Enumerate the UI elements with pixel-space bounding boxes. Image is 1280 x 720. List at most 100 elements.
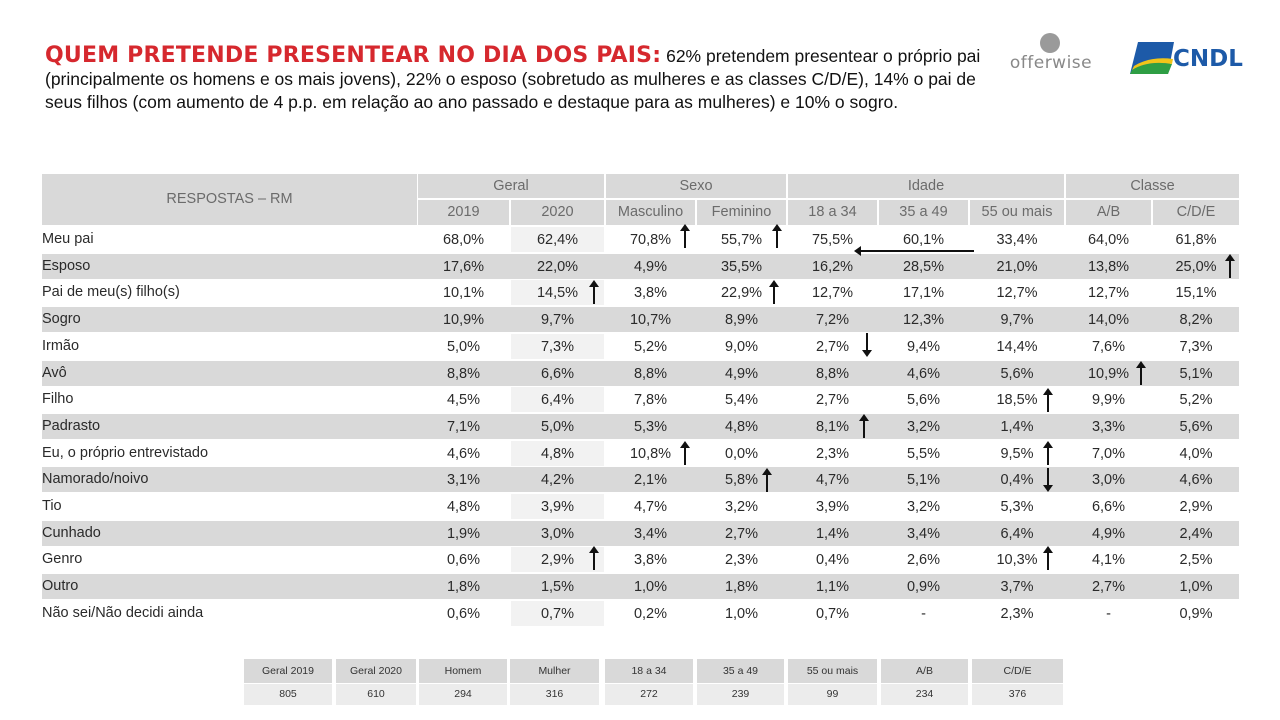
row-label: Esposo xyxy=(42,257,91,274)
table-cell: 0,4% xyxy=(815,552,850,569)
highlight-cell xyxy=(511,494,604,519)
highlight-cell xyxy=(511,227,604,252)
table-cell: 6,4% xyxy=(1000,525,1034,542)
base-value: 610 xyxy=(367,688,385,700)
row-label: Meu pai xyxy=(42,231,94,247)
arrow-up-icon xyxy=(589,546,599,570)
table-cell: 14,0% xyxy=(1087,312,1130,329)
table-cell: 4,1% xyxy=(1091,552,1126,569)
cndl-mark-icon xyxy=(1130,42,1174,74)
table-cell: 22,9% xyxy=(720,285,763,302)
table-cell: 0,9% xyxy=(906,579,941,596)
table-cell: 2,4% xyxy=(1179,525,1213,542)
table-cell: 1,4% xyxy=(815,525,850,542)
table-cell: 75,5% xyxy=(811,232,854,248)
table-cell: 0,6% xyxy=(446,552,481,569)
table-cell: 3,7% xyxy=(1000,579,1034,596)
table-cell: 4,9% xyxy=(724,365,759,382)
table-cell: 1,8% xyxy=(724,579,759,596)
table-cell: 1,9% xyxy=(446,525,481,542)
table-cell: 2,3% xyxy=(724,552,759,569)
table-cell: 9,0% xyxy=(724,338,759,355)
base-label: 55 ou mais xyxy=(806,665,859,677)
table-cell: 8,1% xyxy=(815,418,850,435)
table-cell: 1,0% xyxy=(633,579,668,596)
base-value: 805 xyxy=(279,688,297,700)
group-header: Classe xyxy=(1066,174,1239,198)
table-cell: 9,5% xyxy=(1000,445,1034,462)
cndl-logo: CNDL xyxy=(1128,40,1244,80)
arrow-left-icon xyxy=(854,246,974,256)
table-cell: 5,2% xyxy=(633,338,668,355)
base-header-bg xyxy=(881,659,968,683)
row-label: Não sei/Não decidi ainda xyxy=(42,604,204,621)
table-cell: 3,0% xyxy=(540,525,575,542)
table-cell: 5,5% xyxy=(906,445,941,462)
table-cell: 2,7% xyxy=(1091,579,1126,596)
table-cell: 7,3% xyxy=(1179,338,1213,355)
base-header-bg xyxy=(336,659,416,683)
table-cell: 8,2% xyxy=(1179,312,1213,329)
table-cell: 3,0% xyxy=(1091,472,1126,489)
arrow-up-icon xyxy=(1225,254,1235,278)
table-cell: 4,0% xyxy=(1179,445,1213,462)
table-cell: 8,8% xyxy=(815,365,850,382)
row-label: Eu, o próprio entrevistado xyxy=(42,444,209,461)
table-cell: 64,0% xyxy=(1087,232,1130,248)
row-stripe xyxy=(42,307,1239,333)
row-label: Pai de meu(s) filho(s) xyxy=(42,284,180,301)
base-value: 99 xyxy=(826,688,839,700)
table-cell: 14,4% xyxy=(996,338,1038,355)
column-header: 2020 xyxy=(511,200,604,225)
row-label: Namorado/noivo xyxy=(42,471,149,488)
table-cell: 55,7% xyxy=(720,232,763,248)
table-cell: 9,7% xyxy=(540,312,575,329)
table-cell: 1,8% xyxy=(446,579,481,596)
base-label: Mulher xyxy=(538,665,571,677)
table-cell: 3,8% xyxy=(633,552,668,569)
table-cell: 6,6% xyxy=(1091,499,1126,515)
table-cell: 61,8% xyxy=(1175,232,1217,248)
row-label: Outro xyxy=(42,578,79,595)
base-header-bg xyxy=(419,659,507,683)
row-label: Avô xyxy=(42,364,67,381)
page-title: QUEM PRETENDE PRESENTEAR NO DIA DOS PAIS… xyxy=(45,44,985,114)
table-cell: 6,6% xyxy=(540,365,575,382)
table-cell: 2,6% xyxy=(906,552,941,569)
table-cell: 3,1% xyxy=(446,472,481,489)
table-cell: 5,4% xyxy=(724,392,759,409)
table-cell: 5,3% xyxy=(1000,499,1034,515)
row-label: Tio xyxy=(42,498,62,514)
table-cell: 3,8% xyxy=(633,285,668,302)
table-cell: 2,9% xyxy=(540,552,575,569)
table-cell: 5,6% xyxy=(906,392,941,409)
table-cell: 2,1% xyxy=(633,472,668,489)
arrow-up-icon xyxy=(680,224,690,248)
arrow-up-icon xyxy=(769,280,779,304)
table-cell: 62,4% xyxy=(536,232,579,248)
corner-header: RESPOSTAS – RM xyxy=(42,174,417,225)
title-highlight: QUEM PRETENDE PRESENTEAR NO DIA DOS PAIS… xyxy=(45,43,662,68)
table-cell: 0,9% xyxy=(1179,605,1213,622)
table-cell: 1,1% xyxy=(815,579,850,596)
group-header: Idade xyxy=(788,174,1064,198)
group-header: Sexo xyxy=(606,174,786,198)
table-cell: 1,0% xyxy=(724,605,759,622)
table-cell: 4,9% xyxy=(633,258,668,275)
arrow-up-icon xyxy=(1043,441,1053,465)
table-cell: 3,2% xyxy=(906,418,941,435)
base-header-bg xyxy=(244,659,332,683)
base-value-bg xyxy=(419,684,507,705)
table-cell: 1,0% xyxy=(1179,579,1213,596)
table-cell: 8,9% xyxy=(724,312,759,329)
base-value-bg xyxy=(881,684,968,705)
base-value: 234 xyxy=(915,688,934,700)
base-header-bg xyxy=(788,659,877,683)
table-cell: 4,8% xyxy=(724,418,759,435)
table-cell: 4,7% xyxy=(815,472,850,489)
table-cell: 12,7% xyxy=(811,285,854,302)
table-cell: 1,5% xyxy=(540,579,575,596)
table-cell: 18,5% xyxy=(996,392,1038,409)
column-header: Masculino xyxy=(606,200,695,225)
column-header: 2019 xyxy=(418,200,509,225)
